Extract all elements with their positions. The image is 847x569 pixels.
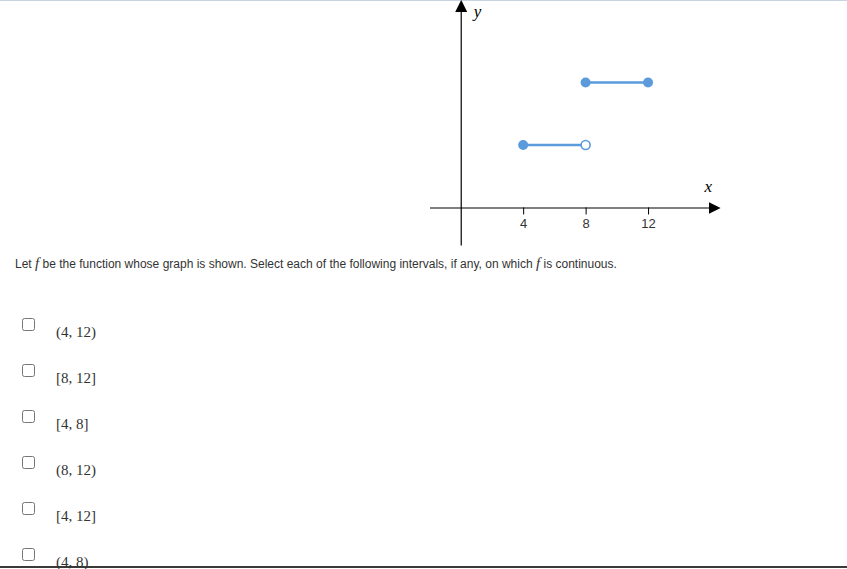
option-checkbox[interactable] <box>22 548 35 561</box>
option-checkbox[interactable] <box>22 410 35 423</box>
option-label[interactable]: [4, 12] <box>56 507 96 525</box>
option-label[interactable]: (4, 8) <box>56 553 89 569</box>
chart: 4 8 12 x y <box>0 0 847 250</box>
option-checkbox[interactable] <box>22 456 35 469</box>
plot-area <box>518 77 653 150</box>
x-axis-line <box>430 207 711 208</box>
x-tick: 4 <box>520 207 527 230</box>
x-tick-mark <box>586 207 587 214</box>
y-axis-label: y <box>472 2 482 21</box>
x-tick: 12 <box>641 207 655 230</box>
x-tick: 8 <box>582 207 589 230</box>
function-symbol: f <box>536 255 540 271</box>
x-tick-mark <box>523 207 524 214</box>
closed-endpoint <box>643 77 653 87</box>
option-checkbox[interactable] <box>22 364 35 377</box>
x-axis: 4 8 12 <box>430 207 711 230</box>
x-axis-label: x <box>704 177 713 196</box>
function-symbol: f <box>35 255 39 271</box>
segment <box>523 144 585 147</box>
y-axis-line <box>461 10 462 246</box>
page-rule <box>0 566 847 568</box>
y-axis <box>461 10 462 246</box>
question-text: Let <box>15 257 32 271</box>
option-label[interactable]: [8, 12] <box>56 369 96 387</box>
question-text: be the function whose graph is shown. Se… <box>43 257 533 271</box>
open-endpoint <box>581 140 590 149</box>
x-tick-label: 8 <box>582 216 589 231</box>
x-tick-label: 4 <box>520 216 527 231</box>
page-rule <box>0 0 847 1</box>
x-tick-mark <box>648 207 649 214</box>
question-text: is continuous. <box>543 257 616 271</box>
closed-endpoint <box>581 77 591 87</box>
closed-endpoint <box>518 140 528 150</box>
option-label[interactable]: (8, 12) <box>56 461 96 479</box>
question: Let f be the function whose graph is sho… <box>15 255 617 272</box>
option-checkbox[interactable] <box>22 318 35 331</box>
option-checkbox[interactable] <box>22 502 35 515</box>
option-label[interactable]: [4, 8] <box>56 415 89 433</box>
option-label[interactable]: (4, 12) <box>56 323 96 341</box>
x-tick-label: 12 <box>641 216 655 231</box>
segment <box>586 81 648 84</box>
